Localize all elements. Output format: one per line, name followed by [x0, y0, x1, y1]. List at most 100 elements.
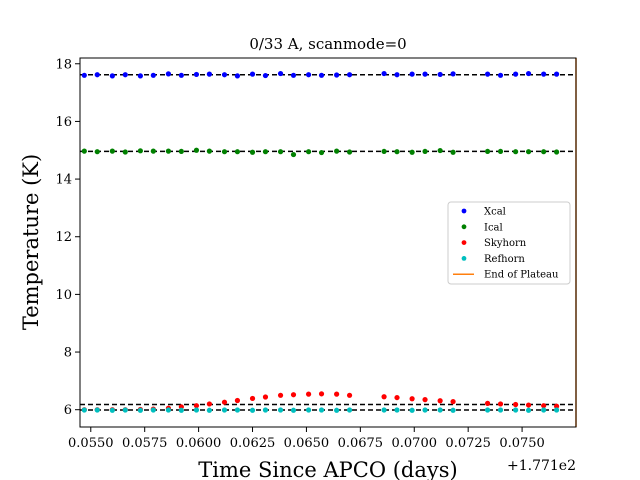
legend-label-skyhorn: Skyhorn	[484, 238, 527, 249]
point-ical-15	[277, 149, 284, 155]
point-xcal-19	[334, 72, 340, 78]
series-refhorn	[81, 407, 560, 413]
point-refhorn-1	[81, 407, 87, 413]
point-refhorn-31	[541, 407, 547, 413]
x-axis-label: Time Since APCO (days)	[198, 458, 457, 480]
point-refhorn-27	[484, 407, 491, 413]
point-skyhorn-29	[513, 401, 519, 408]
legend-marker-xcal	[461, 208, 467, 214]
point-refhorn-24	[422, 407, 428, 413]
point-ical-22	[394, 149, 400, 155]
point-xcal-32	[553, 71, 560, 77]
point-skyhorn-12	[234, 397, 241, 404]
point-refhorn-22	[394, 407, 400, 413]
point-refhorn-6	[150, 407, 156, 413]
point-refhorn-4	[122, 407, 128, 413]
point-ical-12	[234, 149, 241, 155]
point-ical-20	[346, 149, 353, 155]
point-skyhorn-27	[484, 400, 491, 406]
y-tick-label-3: 10	[55, 288, 72, 303]
point-skyhorn-24	[422, 397, 428, 403]
point-refhorn-11	[221, 407, 228, 413]
x-tick-label-6: 0.0675	[338, 436, 384, 451]
point-skyhorn-18	[318, 391, 325, 397]
point-refhorn-8	[178, 407, 184, 413]
point-xcal-18	[318, 72, 325, 78]
x-tick-label-9: 0.0750	[499, 436, 545, 451]
point-ical-23	[409, 149, 415, 155]
x-tick-label-1: 0.0550	[68, 436, 114, 451]
point-xcal-25	[437, 71, 443, 78]
point-skyhorn-30	[525, 402, 532, 408]
point-ical-5	[137, 148, 143, 154]
point-xcal-9	[193, 71, 200, 78]
point-xcal-3	[109, 73, 115, 79]
point-ical-31	[541, 149, 547, 155]
point-refhorn-29	[513, 407, 519, 413]
point-ical-28	[497, 148, 504, 155]
point-ical-32	[553, 149, 560, 155]
y-tick-label-1: 6	[64, 403, 72, 418]
point-skyhorn-10	[206, 401, 212, 407]
point-refhorn-26	[450, 407, 456, 413]
point-skyhorn-26	[450, 399, 456, 405]
point-ical-10	[206, 148, 212, 154]
data-points	[81, 70, 560, 413]
y-tick-label-2: 8	[64, 346, 72, 361]
legend-marker-ical	[461, 224, 467, 230]
point-ical-21	[381, 148, 387, 155]
x-tick-label-8: 0.0725	[445, 436, 491, 451]
x-tick-label-5: 0.0650	[284, 436, 330, 451]
legend-marker-refhorn	[461, 256, 467, 261]
x-tick-label-3: 0.0600	[176, 436, 222, 451]
point-xcal-20	[346, 72, 353, 78]
point-ical-11	[221, 149, 228, 155]
point-refhorn-18	[318, 407, 325, 413]
point-skyhorn-22	[394, 394, 400, 401]
point-skyhorn-17	[305, 391, 312, 397]
point-xcal-21	[381, 70, 387, 77]
point-skyhorn-11	[221, 399, 228, 405]
x-tick-label-4: 0.0625	[230, 436, 276, 451]
point-xcal-28	[497, 72, 504, 78]
point-ical-2	[94, 149, 100, 155]
point-xcal-16	[290, 72, 297, 78]
point-xcal-7	[165, 71, 172, 77]
point-refhorn-32	[553, 407, 560, 413]
point-refhorn-13	[249, 407, 256, 413]
point-ical-27	[484, 148, 491, 155]
y-axis-label: Temperature (K)	[19, 154, 43, 330]
point-ical-13	[249, 149, 256, 155]
point-refhorn-17	[305, 407, 312, 413]
point-skyhorn-9	[193, 403, 200, 409]
reference-lines	[80, 73, 576, 411]
legend-label-end-of-plateau: End of Plateau	[484, 270, 559, 281]
point-refhorn-12	[234, 407, 241, 413]
point-skyhorn-28	[497, 401, 504, 407]
point-refhorn-3	[109, 407, 115, 413]
point-xcal-1	[81, 72, 87, 78]
point-refhorn-15	[277, 407, 284, 413]
point-skyhorn-23	[409, 396, 415, 402]
legend-marker-skyhorn	[461, 240, 467, 246]
series-xcal	[81, 70, 560, 79]
point-xcal-12	[234, 73, 241, 79]
chart-title: 0/33 A, scanmode=0	[249, 35, 406, 53]
point-ical-17	[305, 149, 312, 155]
point-ical-1	[81, 148, 87, 154]
y-tick-label-7: 18	[55, 57, 72, 72]
point-refhorn-19	[334, 407, 340, 413]
legend-label-refhorn: Refhorn	[484, 254, 525, 265]
point-ical-4	[122, 149, 128, 155]
point-refhorn-14	[262, 407, 269, 413]
point-refhorn-9	[193, 407, 200, 413]
point-xcal-29	[513, 71, 519, 77]
point-skyhorn-25	[437, 398, 443, 404]
point-ical-16	[290, 151, 297, 158]
point-ical-18	[318, 149, 325, 156]
point-xcal-11	[221, 72, 228, 78]
point-xcal-2	[94, 72, 100, 78]
point-xcal-27	[484, 71, 491, 77]
point-refhorn-20	[346, 407, 353, 413]
point-xcal-31	[541, 71, 547, 77]
